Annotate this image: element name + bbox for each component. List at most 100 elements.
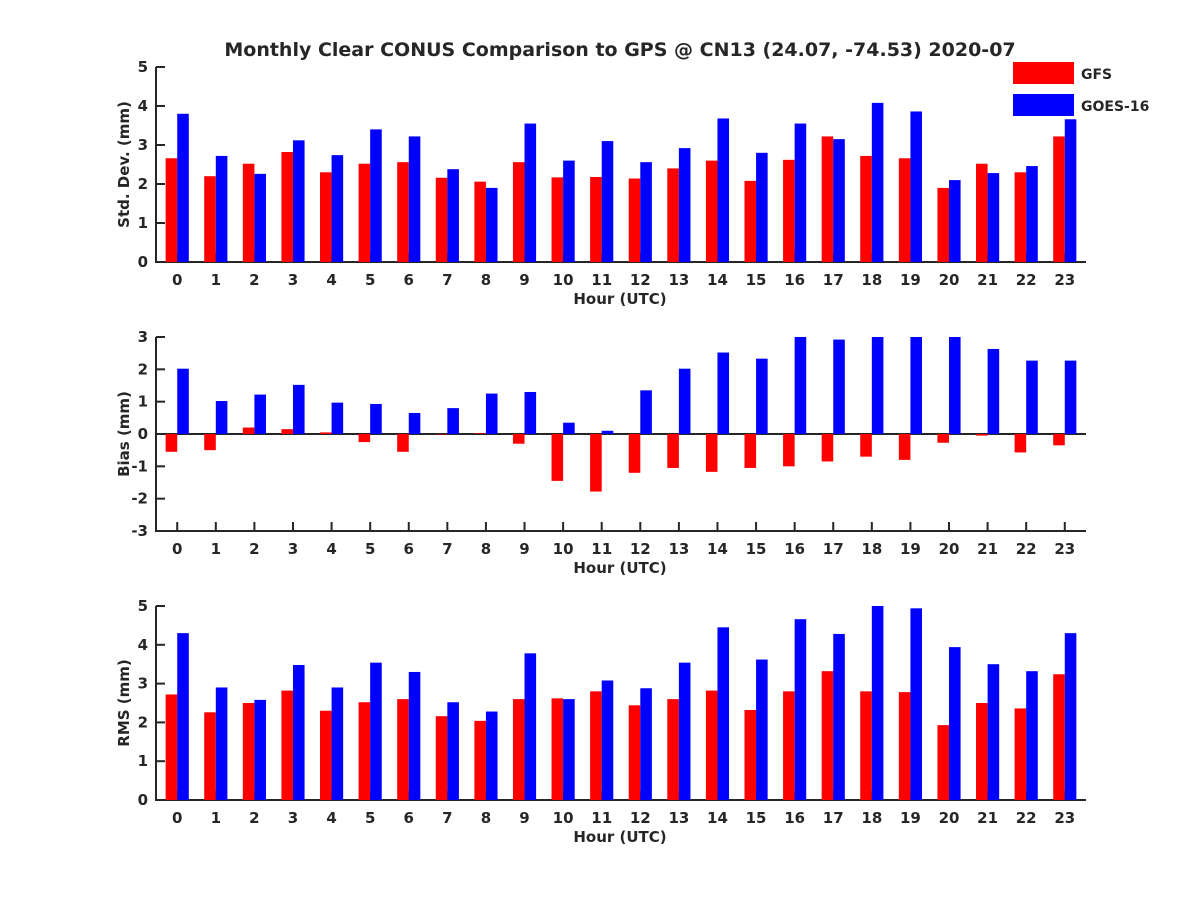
- stddev-x-tick-label: 21: [977, 271, 998, 289]
- stddev-bar-gfs-hour-11: [590, 176, 602, 262]
- stddev-bar-gfs-hour-4: [320, 172, 332, 262]
- rms-x-tick-label: 19: [900, 809, 921, 827]
- stddev-bar-gfs-hour-14: [705, 160, 718, 262]
- stddev-x-tick-label: 18: [861, 271, 882, 289]
- bias-x-tick-label: 5: [365, 540, 375, 558]
- stddev-bar-gfs-hour-20: [937, 187, 950, 262]
- stddev-bar-goes16-hour-16: [794, 123, 807, 262]
- stddev-bar-gfs-hour-19: [898, 158, 911, 262]
- stddev-bar-goes16-hour-19: [910, 111, 922, 263]
- bias-x-tick-label: 11: [591, 540, 612, 558]
- bias-bar-goes16-hour-6: [408, 412, 421, 434]
- rms-bar-gfs-hour-22: [1014, 708, 1027, 800]
- bias-bar-gfs-hour-2: [242, 427, 255, 434]
- rms-bar-gfs-hour-11: [590, 691, 602, 800]
- rms-y-tick-label: 4: [138, 636, 148, 654]
- legend-swatch-goes16: [1013, 94, 1074, 116]
- bias-bar-gfs-hour-9: [512, 434, 525, 444]
- bias-x-tick-label: 23: [1054, 540, 1075, 558]
- bias-bar-goes16-hour-15: [756, 358, 768, 434]
- stddev-x-tick-label: 20: [939, 271, 960, 289]
- stddev-x-tick-label: 0: [172, 271, 182, 289]
- bias-bar-goes16-hour-12: [640, 390, 652, 434]
- bias-bar-goes16-hour-1: [215, 401, 228, 434]
- rms-bar-goes16-hour-3: [292, 664, 305, 800]
- rms-bar-goes16-hour-2: [254, 699, 266, 800]
- bias-bar-goes16-hour-11: [601, 430, 614, 434]
- bias-bar-goes16-hour-13: [678, 368, 691, 434]
- rms-bar-goes16-hour-14: [717, 627, 730, 800]
- rms-bar-gfs-hour-19: [898, 692, 911, 800]
- stddev-bar-goes16-hour-9: [524, 123, 537, 262]
- rms-y-tick-label: 2: [138, 713, 148, 731]
- rms-y-tick-label: 0: [138, 791, 148, 809]
- stddev-bar-goes16-hour-12: [640, 162, 652, 262]
- rms-x-tick-label: 16: [784, 809, 805, 827]
- bias-bar-gfs-hour-12: [628, 434, 641, 473]
- rms-x-tick-label: 13: [668, 809, 689, 827]
- stddev-bar-goes16-hour-8: [485, 187, 498, 262]
- bias-x-tick-label: 6: [404, 540, 414, 558]
- bias-bar-goes16-hour-10: [563, 422, 575, 434]
- bias-bar-gfs-hour-4: [320, 432, 332, 434]
- stddev-x-tick-label: 10: [553, 271, 574, 289]
- stddev-bar-goes16-hour-21: [987, 173, 1000, 262]
- bias-bar-goes16-hour-8: [485, 393, 498, 434]
- bias-bar-goes16-hour-22: [1026, 360, 1038, 434]
- rms-bar-goes16-hour-0: [177, 633, 189, 800]
- rms-bar-goes16-hour-6: [408, 671, 421, 800]
- stddev-x-tick-label: 16: [784, 271, 805, 289]
- stddev-x-tick-label: 2: [249, 271, 259, 289]
- stddev-x-tick-label: 22: [1016, 271, 1037, 289]
- rms-bar-gfs-hour-21: [976, 703, 988, 800]
- rms-x-axis-label: Hour (UTC): [573, 828, 666, 846]
- stddev-bar-goes16-hour-2: [254, 173, 266, 262]
- stddev-y-axis-label: Std. Dev. (mm): [115, 101, 133, 228]
- rms-x-tick-label: 6: [404, 809, 414, 827]
- rms-y-axis-label: RMS (mm): [115, 659, 133, 746]
- rms-x-tick-label: 14: [707, 809, 728, 827]
- figure-title: Monthly Clear CONUS Comparison to GPS @ …: [224, 39, 1015, 61]
- bias-bar-gfs-hour-23: [1053, 434, 1065, 446]
- rms-bar-gfs-hour-3: [281, 690, 293, 800]
- rms-bar-goes16-hour-22: [1026, 671, 1038, 800]
- bias-bar-gfs-hour-20: [937, 434, 950, 443]
- rms-bar-goes16-hour-21: [987, 664, 1000, 800]
- stddev-bar-goes16-hour-4: [331, 155, 344, 262]
- rms-bar-gfs-hour-7: [435, 716, 448, 800]
- bias-y-tick-label: 3: [138, 328, 148, 346]
- stddev-bar-gfs-hour-5: [358, 163, 371, 262]
- rms-x-tick-label: 8: [481, 809, 491, 827]
- stddev-x-tick-label: 15: [746, 271, 767, 289]
- rms-bar-gfs-hour-16: [783, 691, 795, 800]
- bias-y-tick-label: 2: [138, 360, 148, 378]
- bias-y-tick-label: 0: [138, 425, 148, 443]
- bias-bar-gfs-hour-19: [898, 434, 911, 460]
- bias-x-tick-label: 4: [326, 540, 336, 558]
- rms-bar-gfs-hour-13: [667, 699, 679, 800]
- stddev-x-tick-label: 5: [365, 271, 375, 289]
- rms-bar-goes16-hour-19: [910, 608, 922, 800]
- rms-x-tick-label: 12: [630, 809, 651, 827]
- stddev-x-tick-label: 9: [519, 271, 529, 289]
- bias-x-tick-label: 14: [707, 540, 728, 558]
- stddev-bar-goes16-hour-20: [949, 180, 961, 262]
- bias-bar-gfs-hour-21: [976, 434, 988, 436]
- stddev-bar-gfs-hour-12: [628, 178, 641, 262]
- rms-y-tick-label: 5: [138, 597, 148, 615]
- bias-x-tick-label: 8: [481, 540, 491, 558]
- rms-bar-goes16-hour-5: [370, 662, 382, 800]
- bias-bar-gfs-hour-8: [474, 433, 486, 434]
- stddev-bar-goes16-hour-23: [1064, 119, 1077, 262]
- stddev-x-tick-label: 7: [442, 271, 452, 289]
- stddev-y-tick-label: 0: [138, 253, 148, 271]
- rms-x-tick-label: 3: [288, 809, 298, 827]
- bias-bar-goes16-hour-14: [717, 352, 730, 434]
- stddev-bar-gfs-hour-9: [512, 162, 525, 262]
- stddev-bar-gfs-hour-0: [165, 158, 178, 262]
- bias-bar-gfs-hour-22: [1014, 434, 1027, 453]
- rms-bar-goes16-hour-16: [794, 619, 807, 800]
- stddev-x-tick-label: 4: [326, 271, 336, 289]
